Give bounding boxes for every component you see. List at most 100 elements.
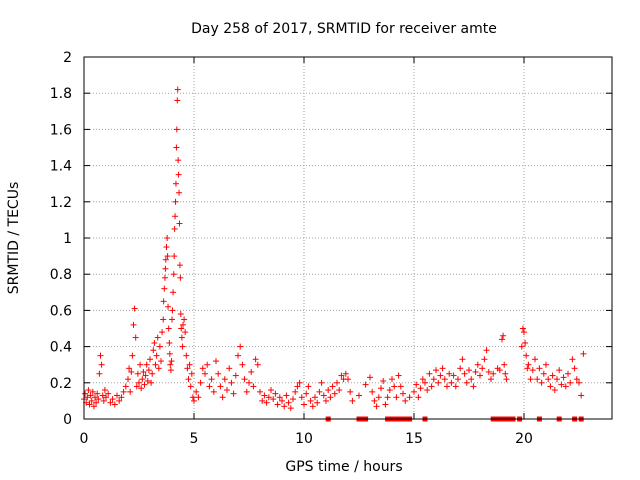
data-point xyxy=(173,144,180,151)
data-point xyxy=(167,367,174,374)
data-point xyxy=(441,376,448,383)
data-point xyxy=(172,198,179,205)
data-point xyxy=(369,388,376,395)
data-point xyxy=(580,350,587,357)
data-point xyxy=(162,256,169,263)
data-point xyxy=(139,376,146,383)
data-point xyxy=(114,392,120,399)
data-point xyxy=(169,307,176,314)
data-point xyxy=(268,387,274,394)
data-point xyxy=(549,372,556,379)
data-point xyxy=(103,394,109,401)
data-point xyxy=(419,376,426,383)
y-tick-label: 1.8 xyxy=(50,86,72,102)
data-point xyxy=(534,376,541,383)
data-point xyxy=(529,367,536,374)
data-point xyxy=(252,356,259,363)
data-point xyxy=(136,379,142,386)
data-point xyxy=(470,383,477,390)
data-point xyxy=(430,376,437,383)
y-tick-label: 0.6 xyxy=(50,303,72,319)
data-point xyxy=(95,396,102,403)
data-point xyxy=(237,343,244,350)
data-point xyxy=(290,396,296,403)
data-point xyxy=(294,383,301,390)
data-point xyxy=(406,394,413,401)
data-point xyxy=(178,325,185,332)
data-point xyxy=(137,361,144,368)
data-point xyxy=(393,394,400,401)
data-point xyxy=(164,235,171,241)
data-point xyxy=(331,390,338,397)
data-point xyxy=(468,376,475,383)
data-point xyxy=(285,399,292,406)
data-point xyxy=(463,379,470,386)
data-point xyxy=(292,388,299,395)
data-point xyxy=(159,329,166,336)
data-point xyxy=(397,383,404,390)
data-point xyxy=(312,394,318,401)
data-point xyxy=(272,390,279,397)
data-point xyxy=(371,397,378,404)
data-point xyxy=(171,253,178,260)
data-point xyxy=(167,361,174,368)
data-point xyxy=(154,334,161,341)
data-point xyxy=(444,383,450,390)
data-point xyxy=(151,339,158,346)
data-point xyxy=(536,365,543,372)
data-point xyxy=(345,376,351,383)
data-point xyxy=(375,394,382,401)
data-point xyxy=(424,387,431,394)
data-point xyxy=(373,403,380,410)
data-point xyxy=(521,329,527,336)
data-point xyxy=(437,372,444,379)
data-point xyxy=(88,397,95,404)
y-tick-label: 1.4 xyxy=(50,159,72,175)
data-point xyxy=(125,376,131,383)
data-point xyxy=(450,372,457,379)
data-point xyxy=(169,316,175,323)
data-point xyxy=(386,387,393,394)
data-point xyxy=(173,126,180,133)
data-point xyxy=(362,381,369,388)
data-point xyxy=(120,388,127,395)
data-point xyxy=(130,321,137,328)
data-point xyxy=(172,180,179,187)
data-point xyxy=(523,352,530,359)
data-point xyxy=(259,397,266,404)
data-point xyxy=(94,390,101,397)
data-point xyxy=(571,365,578,372)
data-point xyxy=(316,388,323,395)
data-point xyxy=(558,381,565,388)
data-point xyxy=(243,388,250,395)
data-point xyxy=(93,399,100,406)
data-point xyxy=(556,367,563,374)
data-point xyxy=(111,401,118,408)
data-point xyxy=(176,189,183,196)
x-axis-label: GPS time / hours xyxy=(285,459,402,475)
data-point xyxy=(384,394,391,401)
data-point xyxy=(109,396,116,403)
data-point xyxy=(184,365,191,372)
data-point xyxy=(145,367,152,374)
data-point xyxy=(197,379,204,386)
data-point xyxy=(455,376,461,383)
data-point xyxy=(567,379,574,386)
data-point xyxy=(522,339,529,346)
data-point xyxy=(248,368,255,375)
data-point xyxy=(176,220,183,227)
data-point xyxy=(263,399,270,406)
y-tick-label: 0.8 xyxy=(50,267,72,283)
y-tick-label: 0.2 xyxy=(50,376,72,392)
data-point xyxy=(131,305,138,312)
data-point xyxy=(448,379,455,386)
data-point xyxy=(413,381,420,388)
data-point xyxy=(161,285,168,292)
data-point xyxy=(569,356,576,363)
data-point xyxy=(100,397,107,404)
data-point xyxy=(122,383,129,390)
data-point xyxy=(174,86,181,93)
data-point xyxy=(298,394,305,401)
data-point xyxy=(176,262,183,269)
data-point xyxy=(320,392,327,399)
